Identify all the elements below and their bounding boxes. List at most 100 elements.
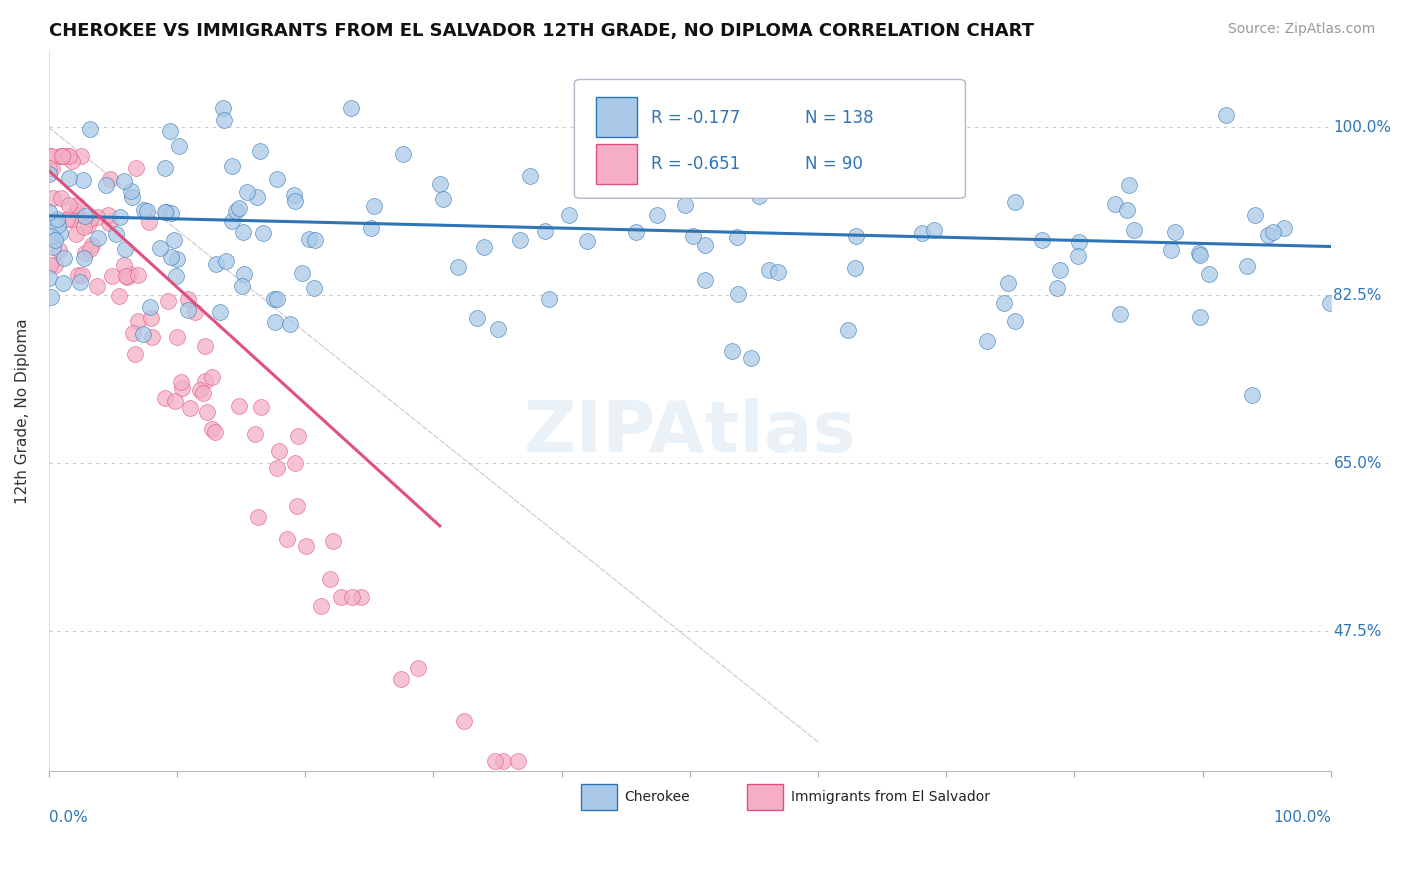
- Point: [484, 754, 506, 768]
- Point: [1004, 314, 1026, 328]
- Point: [214, 254, 236, 268]
- Point: [155, 204, 177, 219]
- Point: [295, 539, 318, 553]
- Point: [87, 230, 110, 244]
- Point: [225, 203, 247, 218]
- Point: [263, 293, 285, 307]
- Point: [391, 673, 413, 687]
- Point: [120, 184, 142, 198]
- Point: [104, 227, 127, 241]
- Point: [53, 251, 76, 265]
- Text: 100.0%: 100.0%: [1333, 120, 1392, 135]
- Point: [127, 314, 149, 328]
- Point: [115, 269, 138, 284]
- Point: [228, 399, 250, 413]
- Point: [201, 422, 224, 436]
- Point: [1109, 307, 1132, 321]
- Point: [235, 185, 257, 199]
- Point: [52, 276, 75, 290]
- Point: [115, 269, 138, 284]
- Point: [79, 121, 101, 136]
- Text: ZIPAtlas: ZIPAtlas: [523, 398, 856, 467]
- Point: [58, 198, 80, 212]
- Point: [212, 112, 235, 127]
- Point: [231, 225, 253, 239]
- Point: [319, 572, 342, 586]
- Point: [73, 251, 96, 265]
- Point: [291, 266, 314, 280]
- Point: [51, 191, 73, 205]
- Point: [249, 144, 271, 158]
- Point: [39, 290, 62, 304]
- Point: [1067, 235, 1090, 249]
- Point: [576, 234, 599, 248]
- Point: [1189, 248, 1212, 262]
- Point: [340, 101, 363, 115]
- Point: [492, 754, 515, 768]
- Point: [758, 263, 780, 277]
- Point: [725, 229, 748, 244]
- Point: [72, 172, 94, 186]
- Point: [108, 210, 131, 224]
- Point: [138, 214, 160, 228]
- Point: [453, 714, 475, 729]
- Point: [432, 192, 454, 206]
- Point: [73, 209, 96, 223]
- Point: [1272, 220, 1295, 235]
- Point: [465, 311, 488, 326]
- Point: [533, 224, 555, 238]
- Bar: [596, 145, 637, 184]
- Bar: [581, 784, 617, 810]
- Point: [205, 257, 228, 271]
- Point: [44, 258, 66, 272]
- Point: [845, 228, 868, 243]
- Point: [177, 303, 200, 318]
- Point: [624, 225, 647, 239]
- Point: [153, 161, 176, 176]
- Point: [682, 228, 704, 243]
- Point: [39, 258, 62, 272]
- Point: [188, 384, 211, 398]
- Bar: [596, 97, 637, 137]
- Point: [208, 305, 231, 319]
- Point: [304, 233, 326, 247]
- Point: [170, 375, 193, 389]
- Point: [808, 181, 831, 195]
- Point: [1104, 197, 1126, 211]
- Point: [266, 461, 288, 475]
- Point: [166, 330, 188, 344]
- Point: [179, 401, 201, 416]
- Point: [86, 210, 108, 224]
- Point: [1263, 225, 1285, 239]
- Point: [1257, 228, 1279, 243]
- Point: [748, 189, 770, 203]
- FancyBboxPatch shape: [575, 79, 966, 198]
- Point: [447, 260, 470, 274]
- Point: [264, 315, 287, 329]
- Point: [976, 334, 998, 348]
- Point: [276, 532, 298, 546]
- Point: [124, 347, 146, 361]
- Point: [201, 370, 224, 384]
- Point: [49, 226, 72, 240]
- Point: [1240, 387, 1263, 401]
- Point: [65, 198, 87, 212]
- Point: [163, 233, 186, 247]
- Point: [997, 277, 1019, 291]
- Point: [155, 205, 177, 219]
- Point: [330, 590, 353, 604]
- Point: [1188, 245, 1211, 260]
- Point: [149, 242, 172, 256]
- Text: N = 90: N = 90: [806, 155, 863, 173]
- Point: [97, 216, 120, 230]
- Point: [673, 198, 696, 212]
- Point: [267, 443, 290, 458]
- Point: [266, 171, 288, 186]
- Point: [287, 428, 309, 442]
- Point: [911, 227, 934, 241]
- Point: [122, 326, 145, 340]
- Point: [80, 237, 103, 252]
- Point: [1188, 310, 1211, 324]
- Point: [51, 149, 73, 163]
- Point: [191, 386, 214, 401]
